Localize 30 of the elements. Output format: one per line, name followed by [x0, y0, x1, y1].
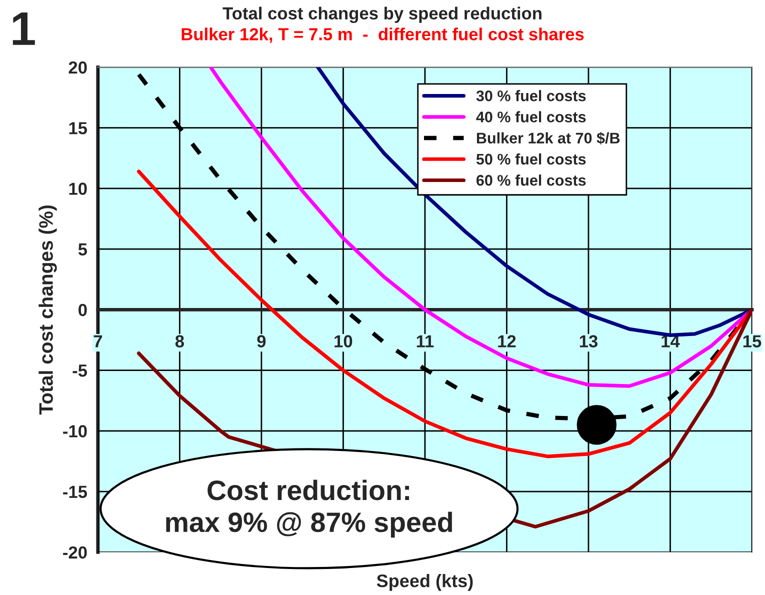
x-tick-label: 15: [743, 335, 762, 348]
legend-label: Bulker 12k at 70 $/B: [476, 132, 620, 144]
y-tick-label: 20: [68, 61, 87, 74]
x-tick-label: 10: [334, 335, 352, 348]
y-tick-label: 15: [69, 122, 88, 134]
chart-subtitle: Bulker 12k, T = 7.5 m - different fuel cost shares: [182, 28, 584, 43]
annotation: Cost reduction: max 9% @ 87% speed: [166, 480, 452, 538]
text: 1: [12, 12, 35, 45]
x-tick-label: 13: [580, 335, 598, 348]
x-tick-label: 14: [662, 335, 680, 348]
x-tick-label: 12: [498, 335, 516, 348]
y-tick-label: -20: [63, 546, 87, 559]
line-series: [316, 67, 752, 337]
legend-label: 30 % fuel costs: [476, 90, 586, 102]
y-tick-label: 0: [78, 304, 87, 316]
x-tick-label: 11: [416, 335, 434, 348]
y-tick-label: -15: [63, 486, 88, 498]
x-tick-label: 7: [94, 335, 102, 348]
legend-label: 50 % fuel costs: [476, 153, 586, 165]
chart-title: Total cost changes by speed reduction: [222, 6, 542, 24]
legend-label: 40 % fuel costs: [476, 111, 586, 122]
y-tick-label: -10: [63, 425, 87, 438]
y-tick-label: 10: [69, 182, 87, 195]
x-tick-label: 9: [257, 335, 266, 348]
x-tick-label: 8: [175, 335, 184, 348]
x-axis-title: Speed (kts): [376, 574, 473, 591]
legend-label: 60 % fuel costs: [476, 174, 586, 186]
y-tick-label: -5: [72, 364, 88, 377]
y-axis-title: Total cost changes (%): [38, 205, 57, 415]
y-tick-label: 5: [78, 243, 88, 256]
